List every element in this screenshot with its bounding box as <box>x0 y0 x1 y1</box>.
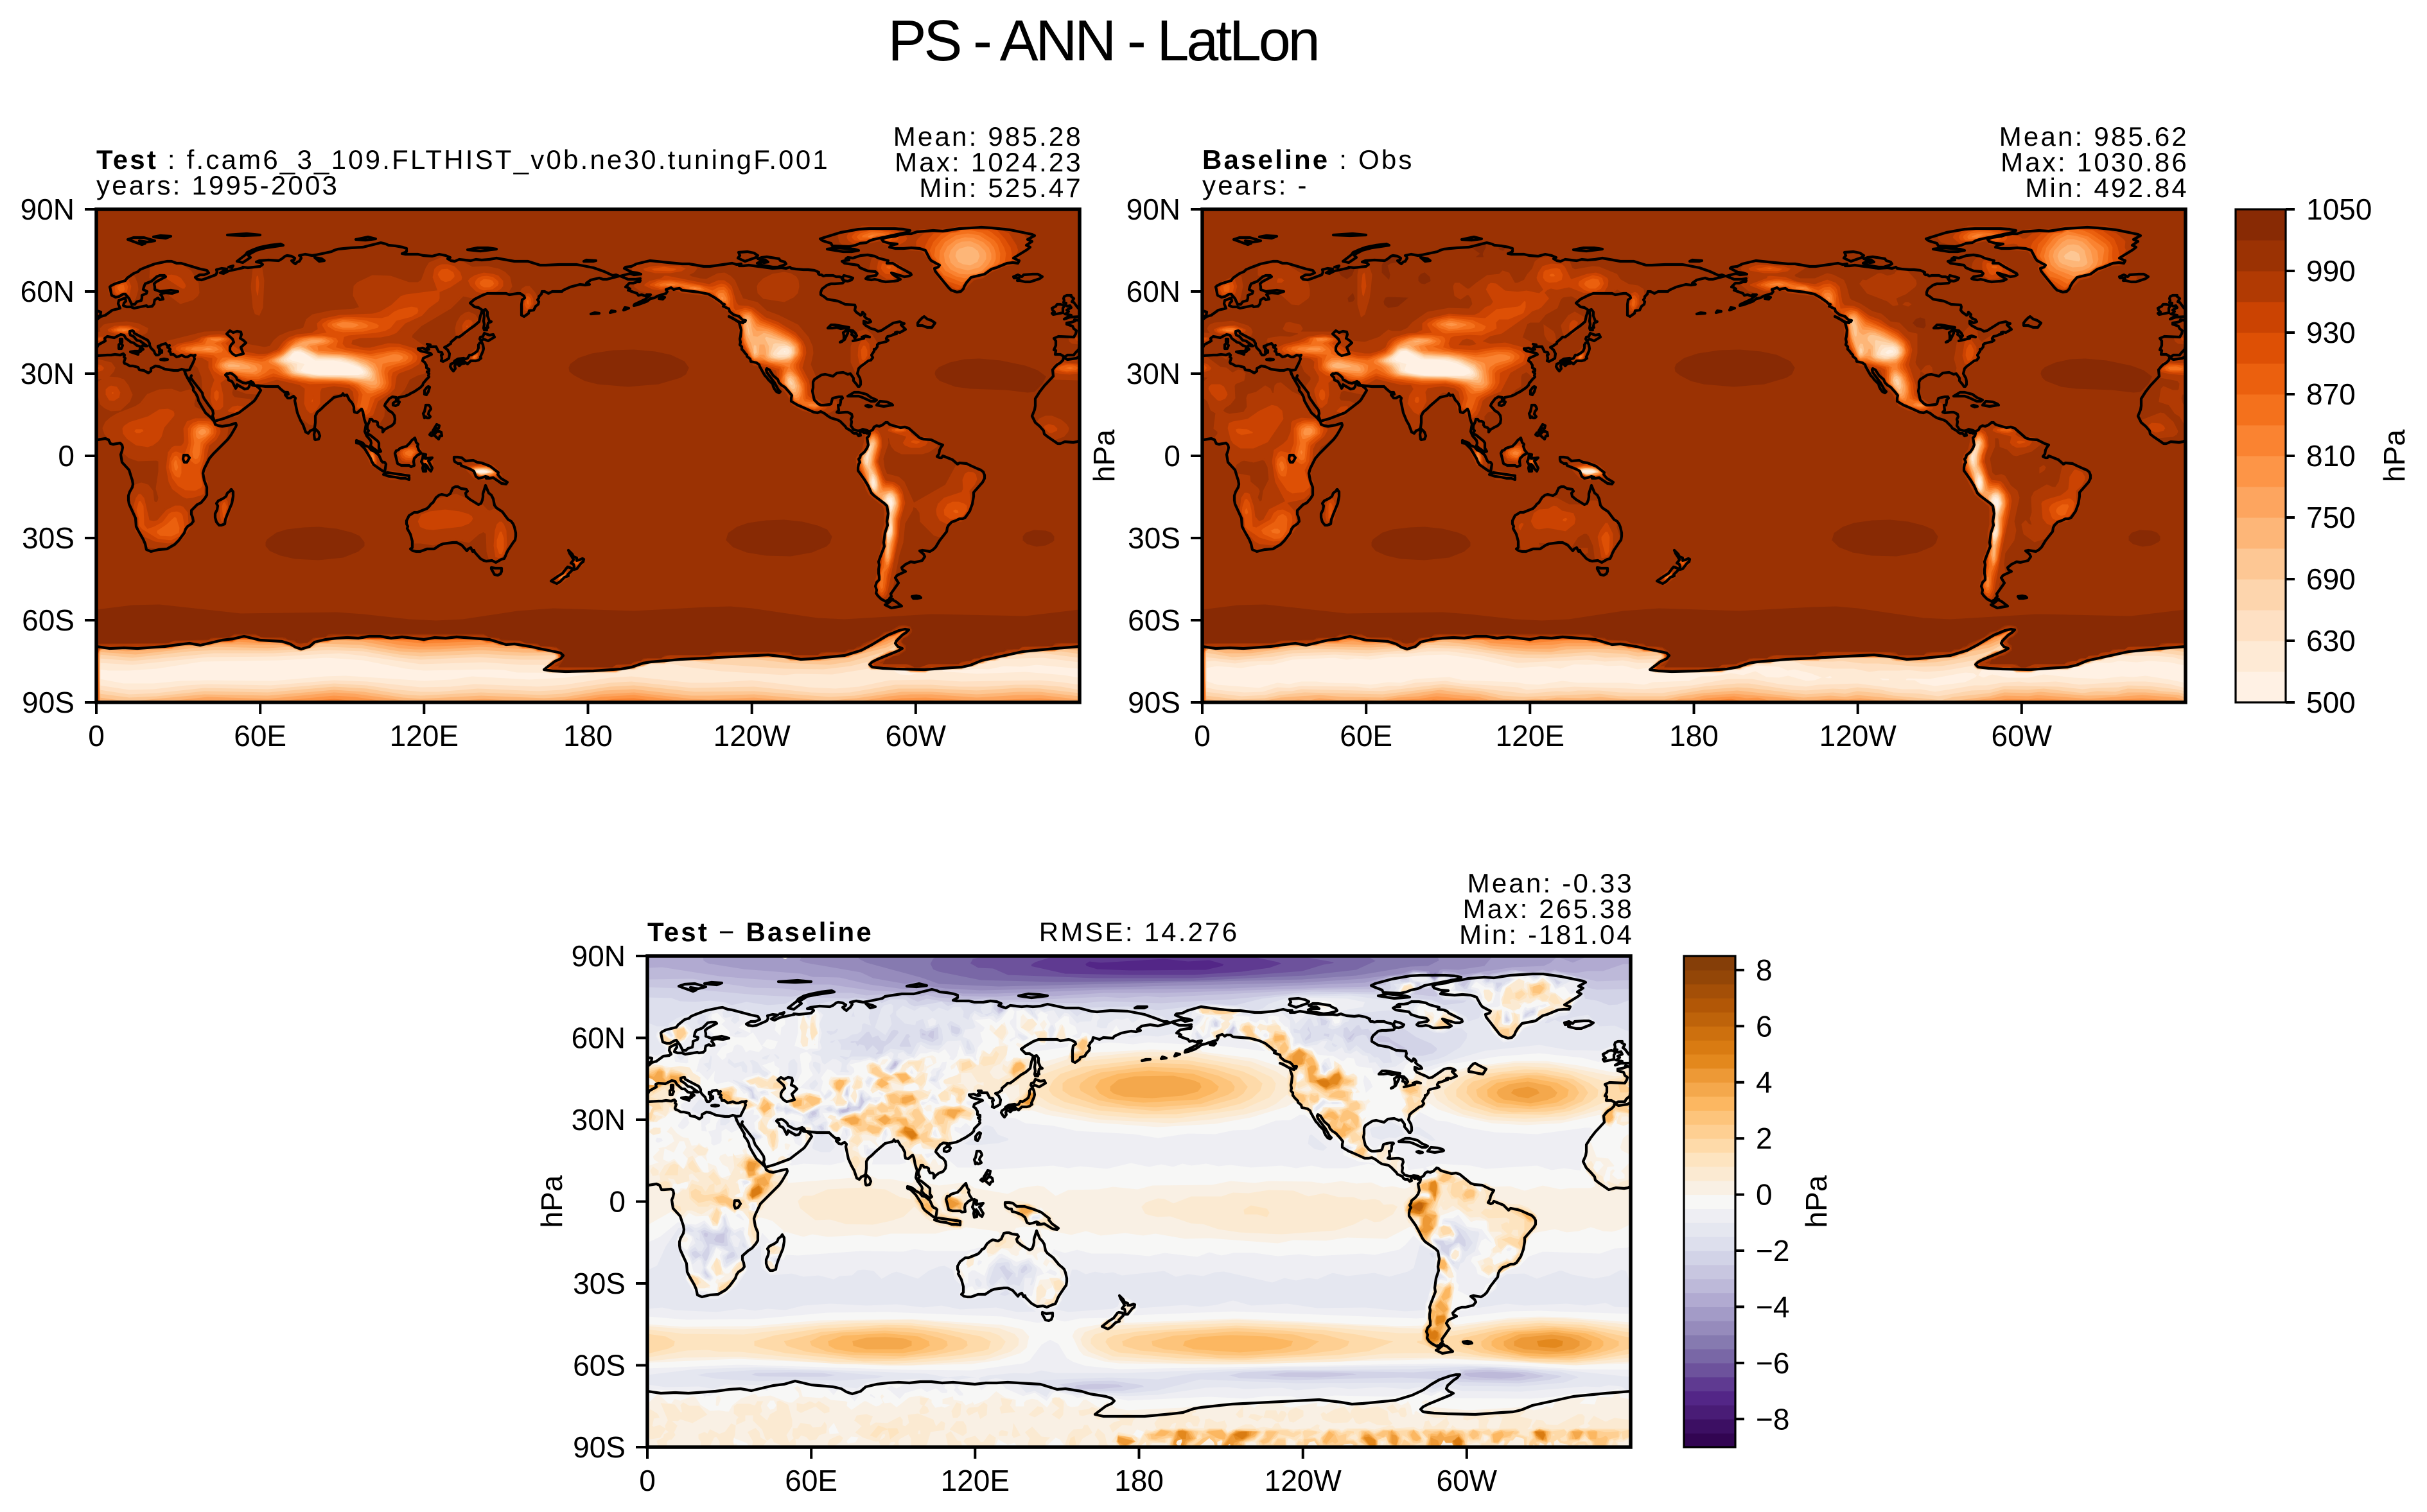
svg-text:−8: −8 <box>1756 1402 1789 1436</box>
svg-text:0: 0 <box>1194 719 1211 752</box>
svg-text:120E: 120E <box>390 719 459 752</box>
svg-text:930: 930 <box>2306 316 2356 349</box>
svg-text:0: 0 <box>58 439 74 473</box>
svg-text:180: 180 <box>563 719 613 752</box>
svg-text:30N: 30N <box>21 357 74 390</box>
svg-text:Test : f.cam6_3_109.FLTHIST_v0: Test : f.cam6_3_109.FLTHIST_v0b.ne30.tun… <box>96 144 830 175</box>
svg-text:60S: 60S <box>1128 604 1180 637</box>
svg-text:Max: 1024.23: Max: 1024.23 <box>895 147 1083 177</box>
svg-text:30S: 30S <box>22 521 74 555</box>
svg-text:60E: 60E <box>234 719 286 752</box>
svg-text:30S: 30S <box>1128 521 1180 555</box>
svg-text:Test − Baseline: Test − Baseline <box>647 917 873 947</box>
svg-text:1050: 1050 <box>2306 193 2372 226</box>
svg-text:Max: 1030.86: Max: 1030.86 <box>2001 147 2189 177</box>
svg-text:30S: 30S <box>573 1267 626 1300</box>
svg-text:Mean: 985.62: Mean: 985.62 <box>1999 121 2189 152</box>
svg-text:60W: 60W <box>1437 1464 1498 1497</box>
svg-text:120E: 120E <box>1496 719 1564 752</box>
svg-text:−2: −2 <box>1756 1234 1789 1267</box>
svg-text:2: 2 <box>1756 1122 1773 1155</box>
svg-text:0: 0 <box>88 719 105 752</box>
svg-text:180: 180 <box>1669 719 1719 752</box>
svg-text:120W: 120W <box>714 719 791 752</box>
svg-text:Min: -181.04: Min: -181.04 <box>1459 919 1634 950</box>
svg-text:120W: 120W <box>1819 719 1897 752</box>
svg-text:90S: 90S <box>1128 686 1180 719</box>
svg-text:0: 0 <box>639 1464 656 1497</box>
svg-text:Baseline : Obs: Baseline : Obs <box>1202 144 1414 175</box>
svg-text:90N: 90N <box>572 939 626 973</box>
svg-text:870: 870 <box>2306 378 2356 411</box>
svg-text:years: 1995-2003: years: 1995-2003 <box>96 170 339 200</box>
svg-text:120E: 120E <box>941 1464 1010 1497</box>
svg-text:Mean: -0.33: Mean: -0.33 <box>1468 868 1634 898</box>
svg-text:−4: −4 <box>1756 1290 1789 1323</box>
svg-text:120W: 120W <box>1265 1464 1342 1497</box>
svg-text:60E: 60E <box>785 1464 837 1497</box>
svg-text:RMSE: 14.276: RMSE: 14.276 <box>1039 917 1240 947</box>
svg-text:Min: 525.47: Min: 525.47 <box>919 173 1083 203</box>
svg-text:hPa: hPa <box>1087 430 1121 482</box>
svg-text:60W: 60W <box>1992 719 2053 752</box>
svg-text:60S: 60S <box>573 1349 626 1382</box>
svg-text:630: 630 <box>2306 624 2356 657</box>
svg-text:hPa: hPa <box>1800 1175 1833 1228</box>
svg-text:60E: 60E <box>1340 719 1392 752</box>
svg-text:60W: 60W <box>886 719 947 752</box>
svg-text:6: 6 <box>1756 1009 1773 1043</box>
svg-text:0: 0 <box>609 1185 626 1219</box>
svg-text:0: 0 <box>1756 1178 1773 1212</box>
svg-text:90N: 90N <box>21 193 74 226</box>
svg-text:60N: 60N <box>21 275 74 308</box>
svg-text:90S: 90S <box>573 1430 626 1464</box>
svg-text:Max: 265.38: Max: 265.38 <box>1463 894 1634 924</box>
svg-text:years: -: years: - <box>1202 170 1309 200</box>
svg-text:690: 690 <box>2306 562 2356 596</box>
svg-text:990: 990 <box>2306 254 2356 288</box>
svg-text:500: 500 <box>2306 686 2356 719</box>
svg-text:PS - ANN - LatLon: PS - ANN - LatLon <box>888 9 1318 73</box>
svg-text:810: 810 <box>2306 439 2356 473</box>
svg-text:60S: 60S <box>22 604 74 637</box>
svg-text:0: 0 <box>1164 439 1180 473</box>
svg-text:750: 750 <box>2306 501 2356 534</box>
svg-text:−6: −6 <box>1756 1346 1789 1380</box>
svg-text:30N: 30N <box>1126 357 1180 390</box>
svg-text:90N: 90N <box>1126 193 1180 226</box>
svg-text:90S: 90S <box>22 686 74 719</box>
svg-text:60N: 60N <box>572 1021 626 1055</box>
svg-text:8: 8 <box>1756 953 1773 987</box>
svg-text:hPa: hPa <box>2378 430 2411 482</box>
svg-text:4: 4 <box>1756 1066 1773 1099</box>
svg-text:60N: 60N <box>1126 275 1180 308</box>
svg-text:hPa: hPa <box>535 1175 568 1228</box>
svg-text:30N: 30N <box>572 1103 626 1136</box>
svg-text:Mean: 985.28: Mean: 985.28 <box>893 121 1083 152</box>
svg-text:Min: 492.84: Min: 492.84 <box>2025 173 2189 203</box>
svg-text:180: 180 <box>1114 1464 1164 1497</box>
